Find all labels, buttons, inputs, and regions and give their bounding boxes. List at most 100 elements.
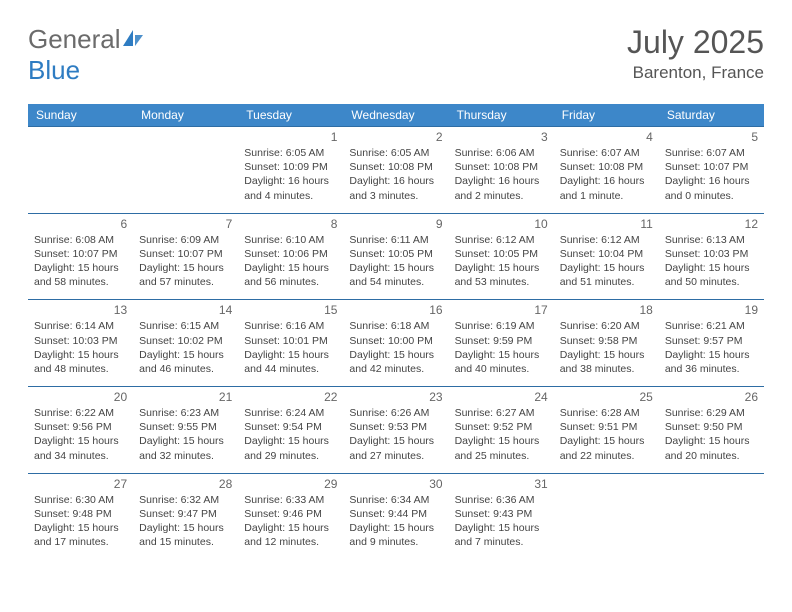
calendar-cell: 10 Sunrise: 6:12 AMSunset: 10:05 PMDaylig…: [449, 213, 554, 300]
calendar-cell: 16Sunrise: 6:18 AMSunset: 10:00 PMDaylig…: [343, 300, 448, 387]
day-number: 30: [349, 477, 442, 491]
day-number: 18: [560, 303, 653, 317]
day-number: 21: [139, 390, 232, 404]
day-info: Sunrise: 6:15 AMSunset: 10:02 PMDaylight…: [139, 319, 232, 376]
day-number: 9: [349, 217, 442, 231]
calendar-cell: 2 Sunrise: 6:05 AMSunset: 10:08 PMDayligh…: [343, 127, 448, 214]
calendar-cell: 11 Sunrise: 6:12 AMSunset: 10:04 PMDaylig…: [554, 213, 659, 300]
day-number: 31: [455, 477, 548, 491]
calendar-cell: 30 Sunrise: 6:34 AMSunset: 9:44 PMDayligh…: [343, 473, 448, 559]
day-info: Sunrise: 6:05 AMSunset: 10:08 PMDaylight…: [349, 146, 442, 203]
day-info: Sunrise: 6:13 AMSunset: 10:03 PMDaylight…: [665, 233, 758, 290]
calendar-cell: 31 Sunrise: 6:36 AMSunset: 9:43 PMDayligh…: [449, 473, 554, 559]
day-number: 10: [455, 217, 548, 231]
day-info: Sunrise: 6:10 AMSunset: 10:06 PMDaylight…: [244, 233, 337, 290]
day-number: 7: [139, 217, 232, 231]
day-number: 2: [349, 130, 442, 144]
day-number: 23: [349, 390, 442, 404]
day-info: Sunrise: 6:26 AMSunset: 9:53 PMDaylight:…: [349, 406, 442, 463]
weekday-header: Sunday: [28, 104, 133, 127]
day-info: Sunrise: 6:21 AMSunset: 9:57 PMDaylight:…: [665, 319, 758, 376]
day-info: Sunrise: 6:20 AMSunset: 9:58 PMDaylight:…: [560, 319, 653, 376]
weekday-header: Wednesday: [343, 104, 448, 127]
calendar-cell: 21 Sunrise: 6:23 AMSunset: 9:55 PMDayligh…: [133, 387, 238, 474]
brand-part1: General: [28, 24, 121, 54]
calendar-cell: [28, 127, 133, 214]
calendar-cell: 26Sunrise: 6:29 AMSunset: 9:50 PMDayligh…: [659, 387, 764, 474]
day-info: Sunrise: 6:12 AMSunset: 10:05 PMDaylight…: [455, 233, 548, 290]
day-info: Sunrise: 6:23 AMSunset: 9:55 PMDaylight:…: [139, 406, 232, 463]
calendar-cell: [659, 473, 764, 559]
weekday-header: Monday: [133, 104, 238, 127]
day-info: Sunrise: 6:30 AMSunset: 9:48 PMDaylight:…: [34, 493, 127, 550]
calendar-row: 13 Sunrise: 6:14 AMSunset: 10:03 PMDaylig…: [28, 300, 764, 387]
day-number: 19: [665, 303, 758, 317]
calendar-row: 20 Sunrise: 6:22 AMSunset: 9:56 PMDayligh…: [28, 387, 764, 474]
day-number: 5: [665, 130, 758, 144]
day-number: 25: [560, 390, 653, 404]
weekday-header-row: SundayMondayTuesdayWednesdayThursdayFrid…: [28, 104, 764, 127]
calendar-cell: 1 Sunrise: 6:05 AMSunset: 10:09 PMDayligh…: [238, 127, 343, 214]
day-number: 8: [244, 217, 337, 231]
day-number: 17: [455, 303, 548, 317]
calendar-table: SundayMondayTuesdayWednesdayThursdayFrid…: [28, 104, 764, 559]
month-title: July 2025: [627, 24, 764, 61]
calendar-row: 1 Sunrise: 6:05 AMSunset: 10:09 PMDayligh…: [28, 127, 764, 214]
day-number: 13: [34, 303, 127, 317]
brand-logo: GeneralBlue: [28, 24, 145, 86]
calendar-cell: 18 Sunrise: 6:20 AMSunset: 9:58 PMDayligh…: [554, 300, 659, 387]
header: GeneralBlue July 2025 Barenton, France: [28, 24, 764, 86]
calendar-cell: 25Sunrise: 6:28 AMSunset: 9:51 PMDayligh…: [554, 387, 659, 474]
day-info: Sunrise: 6:06 AMSunset: 10:08 PMDaylight…: [455, 146, 548, 203]
calendar-cell: 13 Sunrise: 6:14 AMSunset: 10:03 PMDaylig…: [28, 300, 133, 387]
location-text: Barenton, France: [627, 63, 764, 83]
calendar-cell: 20 Sunrise: 6:22 AMSunset: 9:56 PMDayligh…: [28, 387, 133, 474]
day-info: Sunrise: 6:08 AMSunset: 10:07 PMDaylight…: [34, 233, 127, 290]
calendar-cell: 29 Sunrise: 6:33 AMSunset: 9:46 PMDayligh…: [238, 473, 343, 559]
day-info: Sunrise: 6:22 AMSunset: 9:56 PMDaylight:…: [34, 406, 127, 463]
calendar-cell: 14 Sunrise: 6:15 AMSunset: 10:02 PMDaylig…: [133, 300, 238, 387]
calendar-body: 1 Sunrise: 6:05 AMSunset: 10:09 PMDayligh…: [28, 127, 764, 560]
calendar-cell: 24Sunrise: 6:27 AMSunset: 9:52 PMDayligh…: [449, 387, 554, 474]
day-number: 20: [34, 390, 127, 404]
calendar-cell: 3 Sunrise: 6:06 AMSunset: 10:08 PMDayligh…: [449, 127, 554, 214]
day-info: Sunrise: 6:05 AMSunset: 10:09 PMDaylight…: [244, 146, 337, 203]
day-number: 27: [34, 477, 127, 491]
weekday-header: Saturday: [659, 104, 764, 127]
calendar-cell: 23 Sunrise: 6:26 AMSunset: 9:53 PMDayligh…: [343, 387, 448, 474]
day-number: 26: [665, 390, 758, 404]
calendar-cell: 6 Sunrise: 6:08 AMSunset: 10:07 PMDayligh…: [28, 213, 133, 300]
day-info: Sunrise: 6:18 AMSunset: 10:00 PMDaylight…: [349, 319, 442, 376]
brand-text: GeneralBlue: [28, 24, 145, 86]
calendar-cell: 27 Sunrise: 6:30 AMSunset: 9:48 PMDayligh…: [28, 473, 133, 559]
calendar-row: 27 Sunrise: 6:30 AMSunset: 9:48 PMDayligh…: [28, 473, 764, 559]
day-info: Sunrise: 6:33 AMSunset: 9:46 PMDaylight:…: [244, 493, 337, 550]
calendar-cell: 9Sunrise: 6:11 AMSunset: 10:05 PMDayligh…: [343, 213, 448, 300]
day-number: 29: [244, 477, 337, 491]
day-number: 15: [244, 303, 337, 317]
day-number: 12: [665, 217, 758, 231]
day-number: 28: [139, 477, 232, 491]
calendar-cell: [554, 473, 659, 559]
day-info: Sunrise: 6:32 AMSunset: 9:47 PMDaylight:…: [139, 493, 232, 550]
day-info: Sunrise: 6:12 AMSunset: 10:04 PMDaylight…: [560, 233, 653, 290]
day-info: Sunrise: 6:07 AMSunset: 10:07 PMDaylight…: [665, 146, 758, 203]
day-number: 22: [244, 390, 337, 404]
calendar-cell: 5 Sunrise: 6:07 AMSunset: 10:07 PMDayligh…: [659, 127, 764, 214]
day-number: 6: [34, 217, 127, 231]
calendar-cell: 15 Sunrise: 6:16 AMSunset: 10:01 PMDaylig…: [238, 300, 343, 387]
day-info: Sunrise: 6:34 AMSunset: 9:44 PMDaylight:…: [349, 493, 442, 550]
weekday-header: Tuesday: [238, 104, 343, 127]
calendar-cell: 8 Sunrise: 6:10 AMSunset: 10:06 PMDayligh…: [238, 213, 343, 300]
day-number: 1: [244, 130, 337, 144]
day-info: Sunrise: 6:14 AMSunset: 10:03 PMDaylight…: [34, 319, 127, 376]
day-number: 11: [560, 217, 653, 231]
day-number: 14: [139, 303, 232, 317]
day-info: Sunrise: 6:07 AMSunset: 10:08 PMDaylight…: [560, 146, 653, 203]
day-number: 3: [455, 130, 548, 144]
day-info: Sunrise: 6:27 AMSunset: 9:52 PMDaylight:…: [455, 406, 548, 463]
day-info: Sunrise: 6:09 AMSunset: 10:07 PMDaylight…: [139, 233, 232, 290]
weekday-header: Friday: [554, 104, 659, 127]
day-info: Sunrise: 6:36 AMSunset: 9:43 PMDaylight:…: [455, 493, 548, 550]
day-info: Sunrise: 6:16 AMSunset: 10:01 PMDaylight…: [244, 319, 337, 376]
